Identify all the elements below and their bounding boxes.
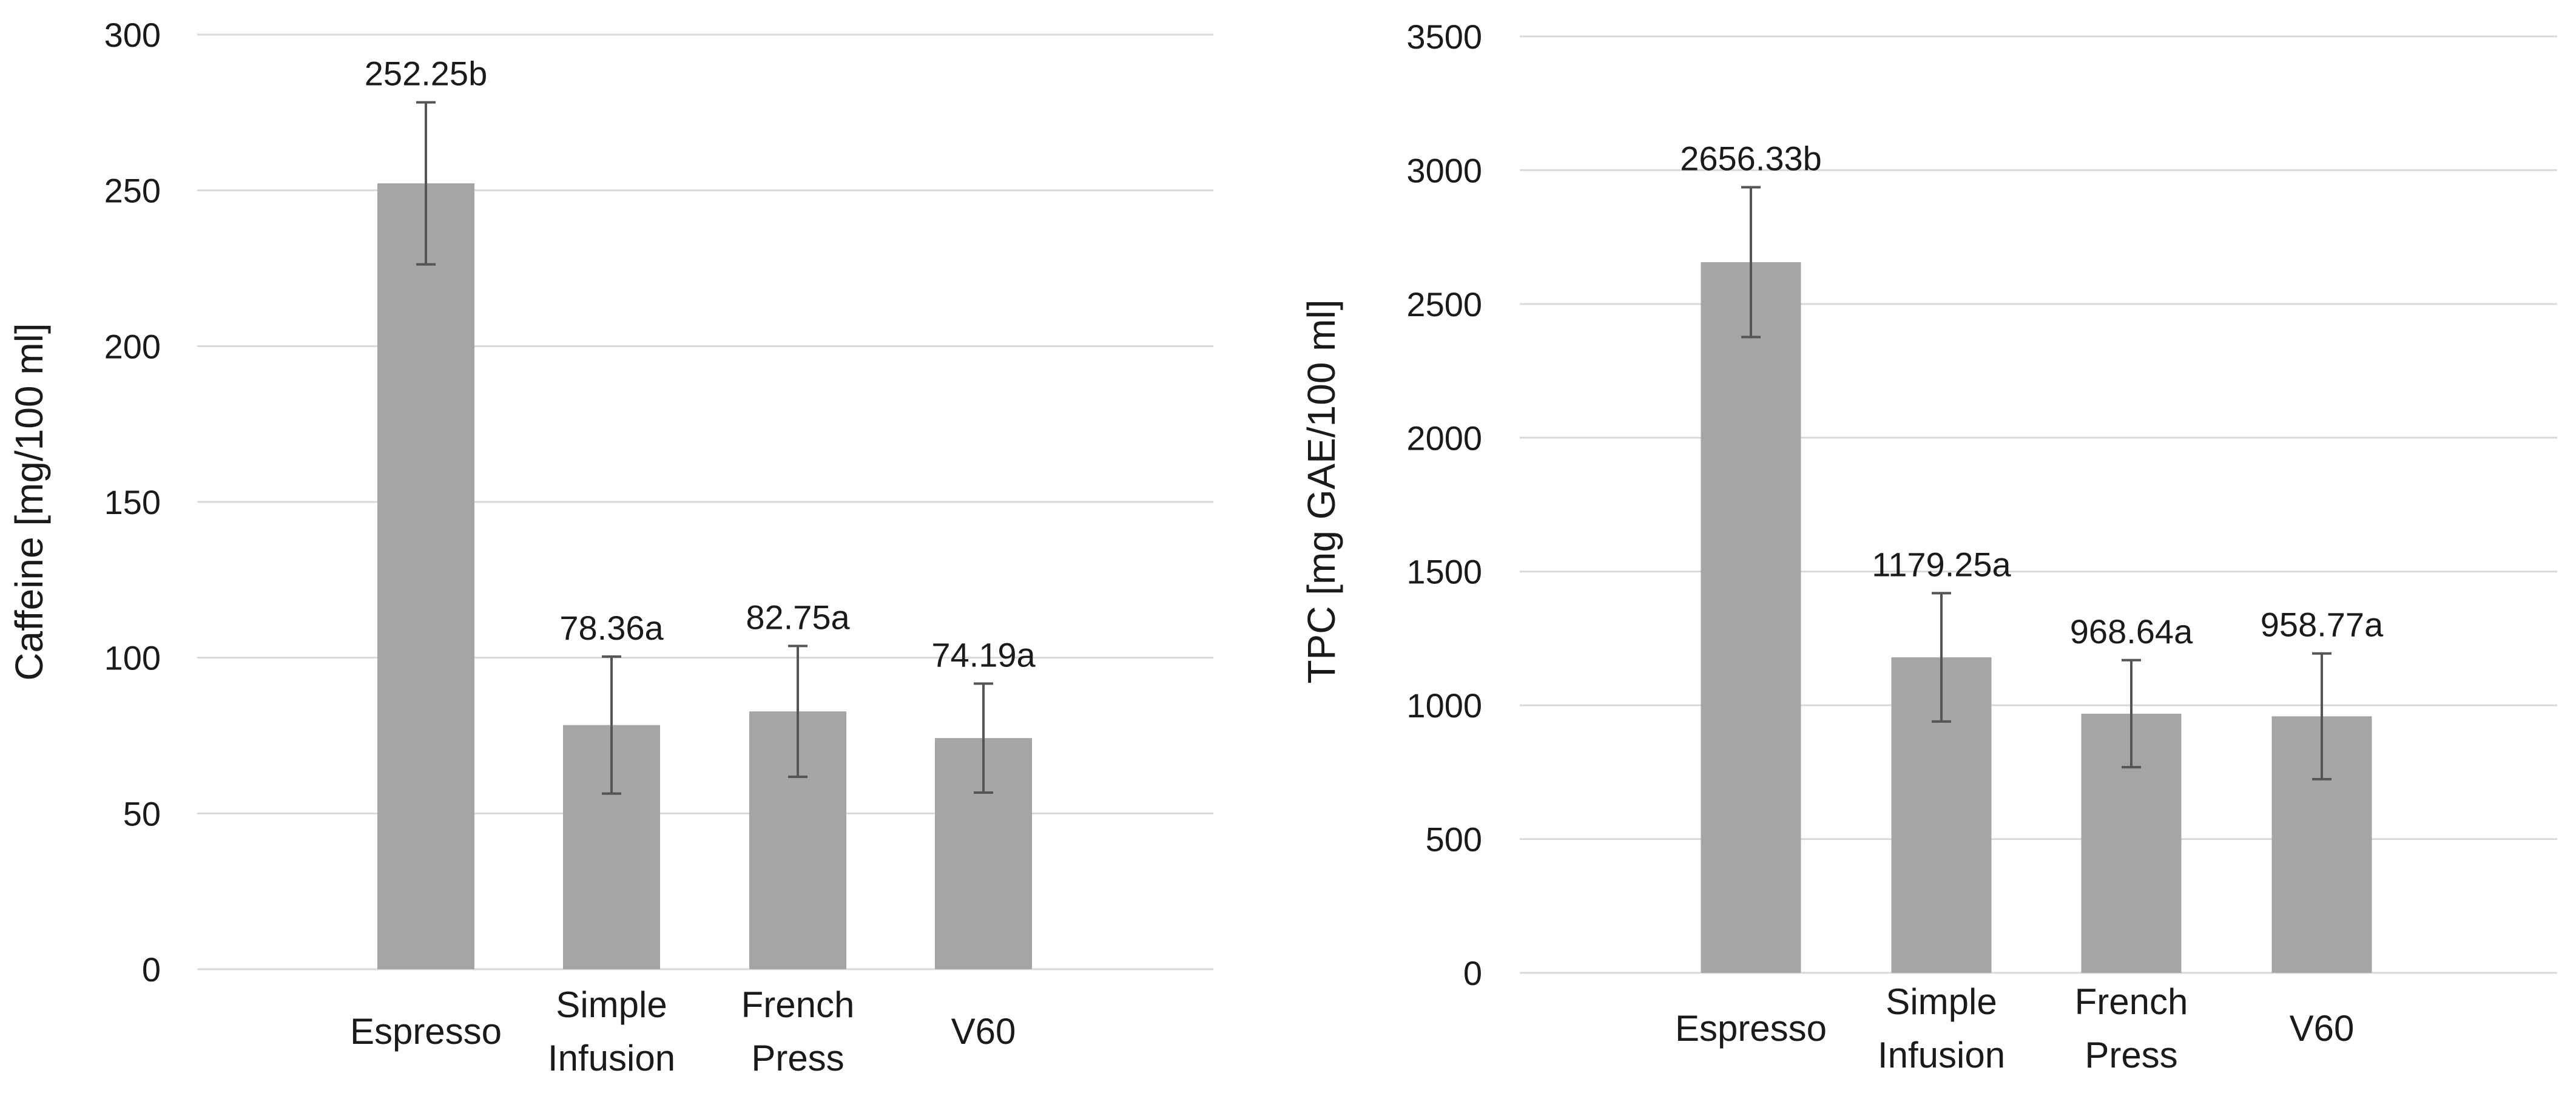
category-label: Espresso — [350, 1011, 502, 1052]
y-tick-label: 0 — [1463, 954, 1482, 992]
data-label: 958.77a — [2261, 606, 2384, 644]
y-tick-label: 2500 — [1406, 285, 1482, 323]
y-tick-label: 0 — [142, 950, 161, 989]
category-label: French Press — [2075, 981, 2188, 1075]
bar — [1701, 262, 1801, 973]
category-label-line: Infusion — [548, 1038, 675, 1078]
category-label-line: Simple — [1886, 981, 1997, 1022]
y-tick-label: 100 — [104, 639, 161, 677]
y-tick-label: 50 — [123, 794, 161, 833]
y-tick-label: 500 — [1426, 821, 1482, 859]
y-tick-label: 1000 — [1406, 686, 1482, 725]
data-label: 2656.33b — [1680, 139, 1822, 177]
data-label: 968.64a — [2070, 612, 2193, 651]
y-axis-label: TPC [mg GAE/100 ml] — [1300, 299, 1343, 683]
y-tick-label: 2000 — [1406, 419, 1482, 457]
bar — [377, 183, 474, 969]
y-tick-label: 250 — [104, 172, 161, 210]
category-label-line: Press — [2085, 1035, 2177, 1075]
category-label: Espresso — [1675, 1008, 1827, 1049]
y-tick-label: 300 — [104, 16, 161, 54]
category-label-line: French — [2075, 981, 2188, 1022]
y-tick-label: 200 — [104, 327, 161, 365]
category-label: Simple Infusion — [548, 984, 675, 1078]
y-tick-label: 150 — [104, 483, 161, 521]
data-label: 78.36a — [559, 609, 664, 647]
category-label: French Press — [741, 984, 855, 1078]
category-label-line: Press — [751, 1038, 844, 1078]
data-label: 82.75a — [746, 598, 850, 636]
data-label: 74.19a — [931, 635, 1036, 674]
category-label-line: Infusion — [1878, 1035, 2005, 1075]
y-axis-label: Caffeine [mg/100 ml] — [7, 323, 51, 680]
category-label: Simple Infusion — [1878, 981, 2005, 1075]
data-label: 1179.25a — [1872, 545, 2011, 583]
category-label-line: French — [741, 984, 855, 1025]
tpc-chart: 0 500 1000 1500 2000 2500 3000 3500 2656.33b Espr… — [1300, 18, 2557, 1075]
category-label: V60 — [951, 1011, 1016, 1052]
data-label: 252.25b — [365, 55, 487, 93]
caffeine-chart: 0 50 100 150 200 250 300 252.25b Espresso 78.36a S… — [7, 16, 1213, 1078]
y-tick-label: 3000 — [1406, 151, 1482, 189]
category-label: V60 — [2290, 1008, 2355, 1049]
y-tick-label: 3500 — [1406, 18, 1482, 56]
category-label-line: Simple — [556, 984, 667, 1025]
y-tick-label: 1500 — [1406, 553, 1482, 591]
